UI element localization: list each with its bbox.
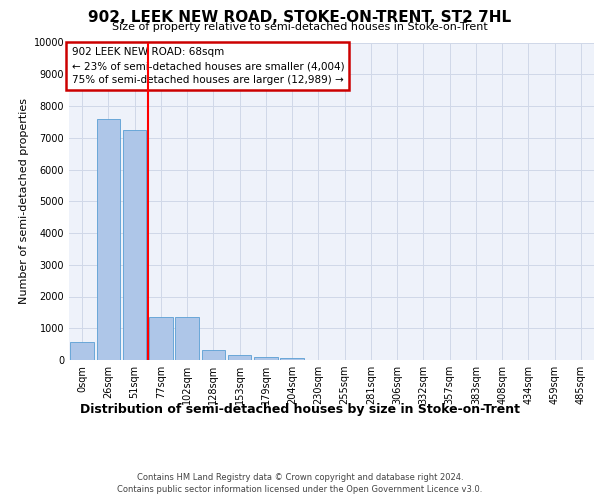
- Text: Size of property relative to semi-detached houses in Stoke-on-Trent: Size of property relative to semi-detach…: [112, 22, 488, 32]
- Text: Contains HM Land Registry data © Crown copyright and database right 2024.
Contai: Contains HM Land Registry data © Crown c…: [118, 472, 482, 494]
- Text: 902 LEEK NEW ROAD: 68sqm
← 23% of semi-detached houses are smaller (4,004)
75% o: 902 LEEK NEW ROAD: 68sqm ← 23% of semi-d…: [71, 48, 344, 86]
- Bar: [280, 358, 304, 360]
- Bar: [70, 342, 94, 360]
- Text: Distribution of semi-detached houses by size in Stoke-on-Trent: Distribution of semi-detached houses by …: [80, 402, 520, 415]
- Bar: [254, 357, 278, 360]
- Text: 902, LEEK NEW ROAD, STOKE-ON-TRENT, ST2 7HL: 902, LEEK NEW ROAD, STOKE-ON-TRENT, ST2 …: [88, 10, 512, 25]
- Y-axis label: Number of semi-detached properties: Number of semi-detached properties: [19, 98, 29, 304]
- Bar: [149, 317, 173, 360]
- Bar: [97, 118, 120, 360]
- Bar: [202, 350, 225, 360]
- Bar: [123, 130, 146, 360]
- Bar: [175, 317, 199, 360]
- Bar: [228, 355, 251, 360]
